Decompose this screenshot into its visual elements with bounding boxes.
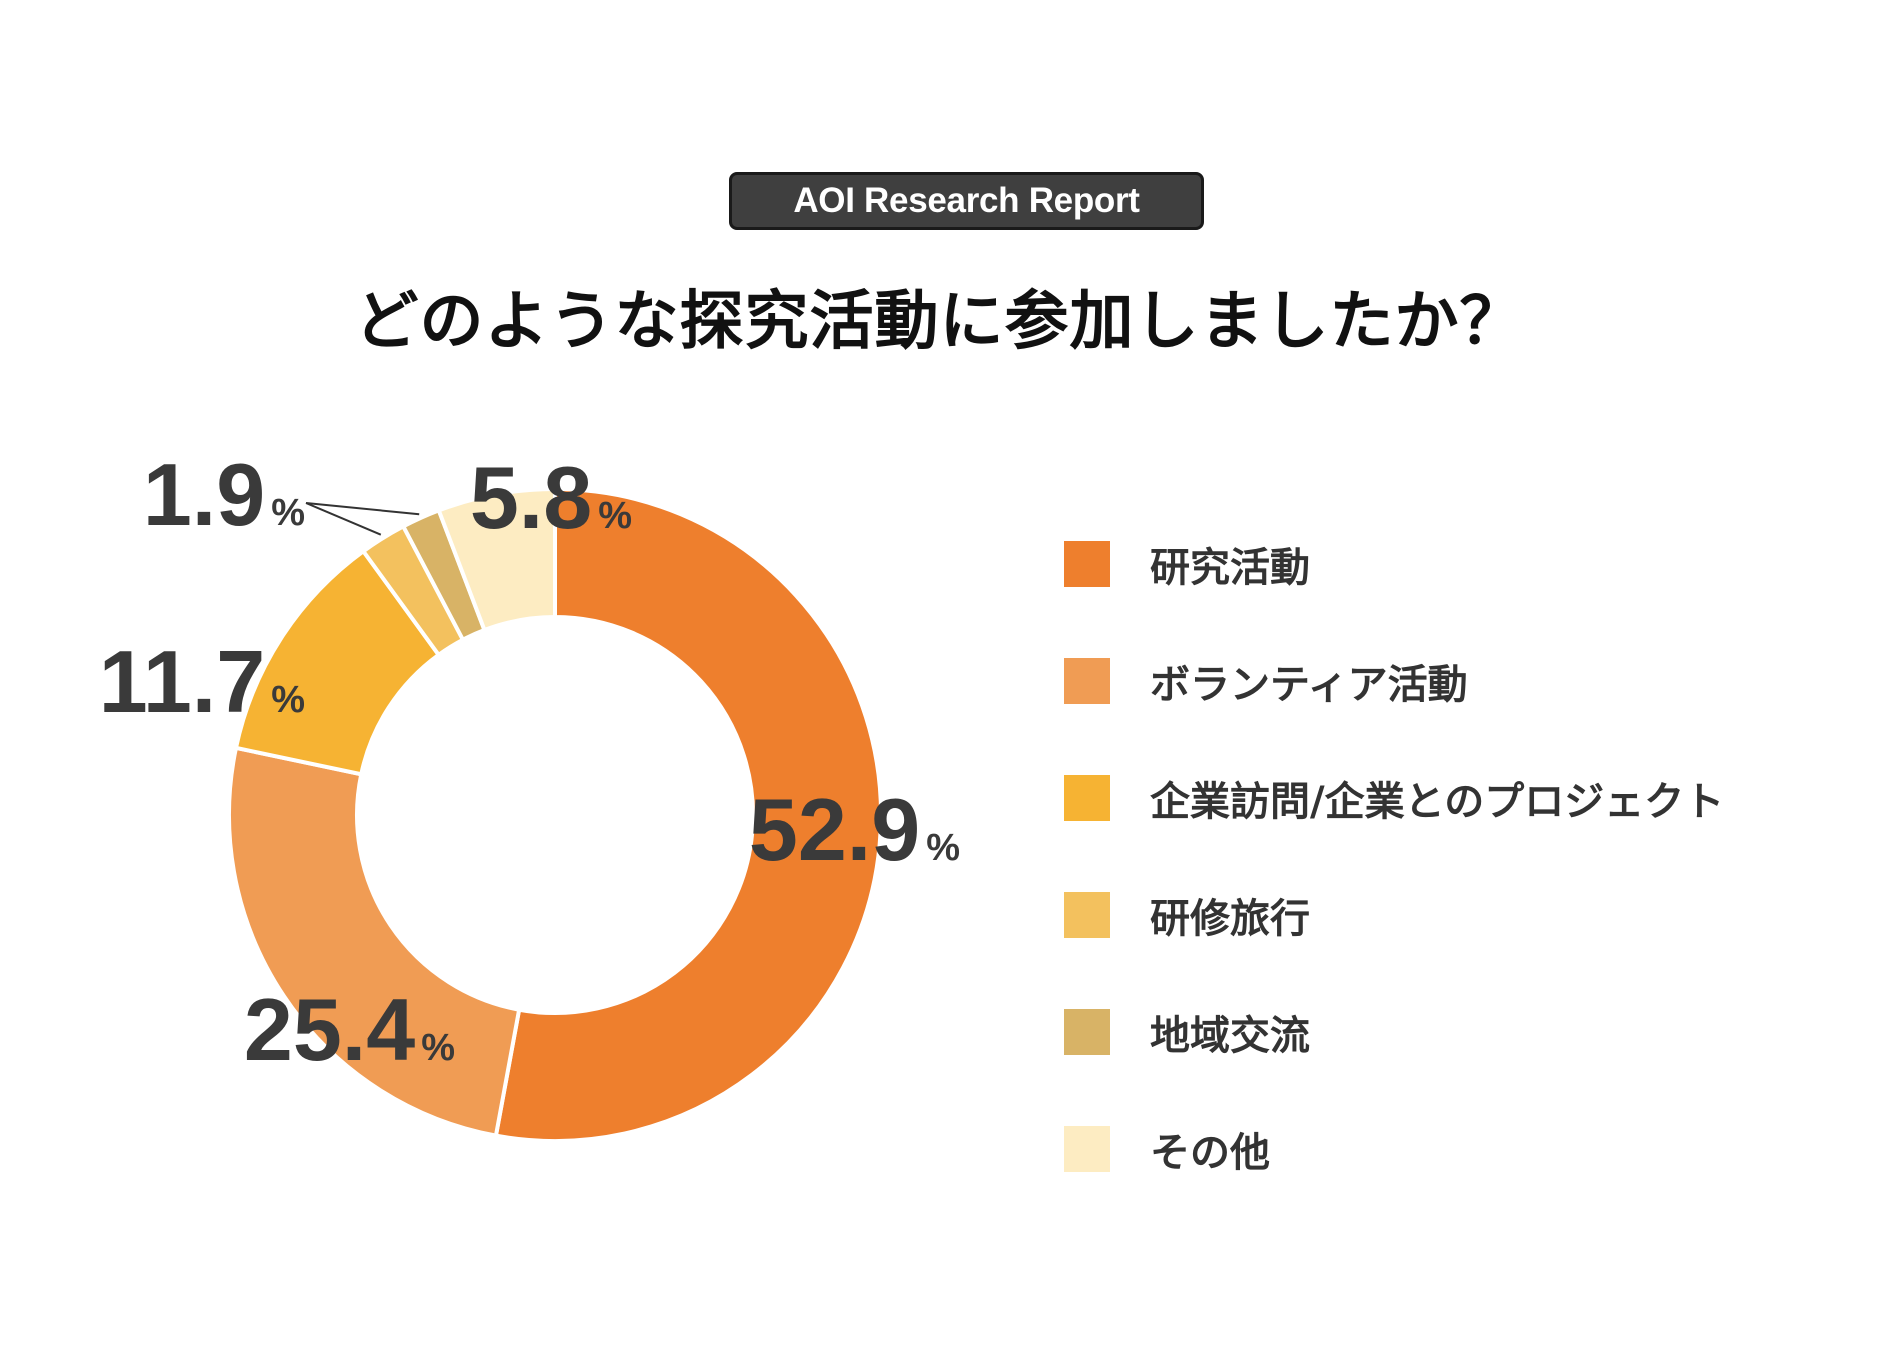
legend-swatch bbox=[1064, 891, 1110, 938]
legend-label: 研修旅行 bbox=[1150, 895, 1310, 942]
legend-label: 研究活動 bbox=[1150, 544, 1310, 591]
legend-label: 地域交流 bbox=[1150, 1012, 1310, 1059]
legend-swatch bbox=[1064, 540, 1110, 587]
chart-title: どのような探究活動に参加しましたか？ bbox=[354, 285, 1525, 359]
leader-line bbox=[305, 502, 382, 536]
legend-swatch bbox=[1064, 1008, 1110, 1055]
legend-swatch bbox=[1064, 774, 1110, 821]
value-label: 25.4% bbox=[244, 980, 455, 1079]
legend-item: 地域交流 bbox=[1064, 973, 1724, 1090]
value-label: 5.8% bbox=[470, 448, 632, 547]
legend-item: その他 bbox=[1064, 1090, 1724, 1207]
donut-slice bbox=[227, 745, 522, 1138]
legend-label: その他 bbox=[1150, 1129, 1270, 1176]
donut-slice bbox=[436, 486, 557, 633]
value-label: 11.7% bbox=[99, 632, 305, 731]
value-label: 1.9% bbox=[143, 445, 305, 544]
legend-swatch bbox=[1064, 657, 1110, 704]
legend-item: 研修旅行 bbox=[1064, 856, 1724, 973]
legend: 研究活動ボランティア活動企業訪問/企業とのプロジェクト 研修旅行地域交流その他 bbox=[1064, 505, 1724, 1207]
legend-item: 企業訪問/企業とのプロジェクト bbox=[1064, 739, 1724, 856]
legend-swatch bbox=[1064, 1125, 1110, 1172]
legend-item: ボランティア活動 bbox=[1064, 622, 1724, 739]
legend-label: ボランティア活動 bbox=[1150, 661, 1468, 708]
legend-label: 企業訪問/企業とのプロジェクト bbox=[1150, 778, 1725, 825]
value-label: 52.9% bbox=[749, 780, 960, 879]
report-badge: AOI Research Report bbox=[729, 172, 1204, 230]
donut-slice bbox=[493, 486, 883, 1143]
legend-item: 研究活動 bbox=[1064, 505, 1724, 622]
leader-line bbox=[305, 502, 420, 516]
